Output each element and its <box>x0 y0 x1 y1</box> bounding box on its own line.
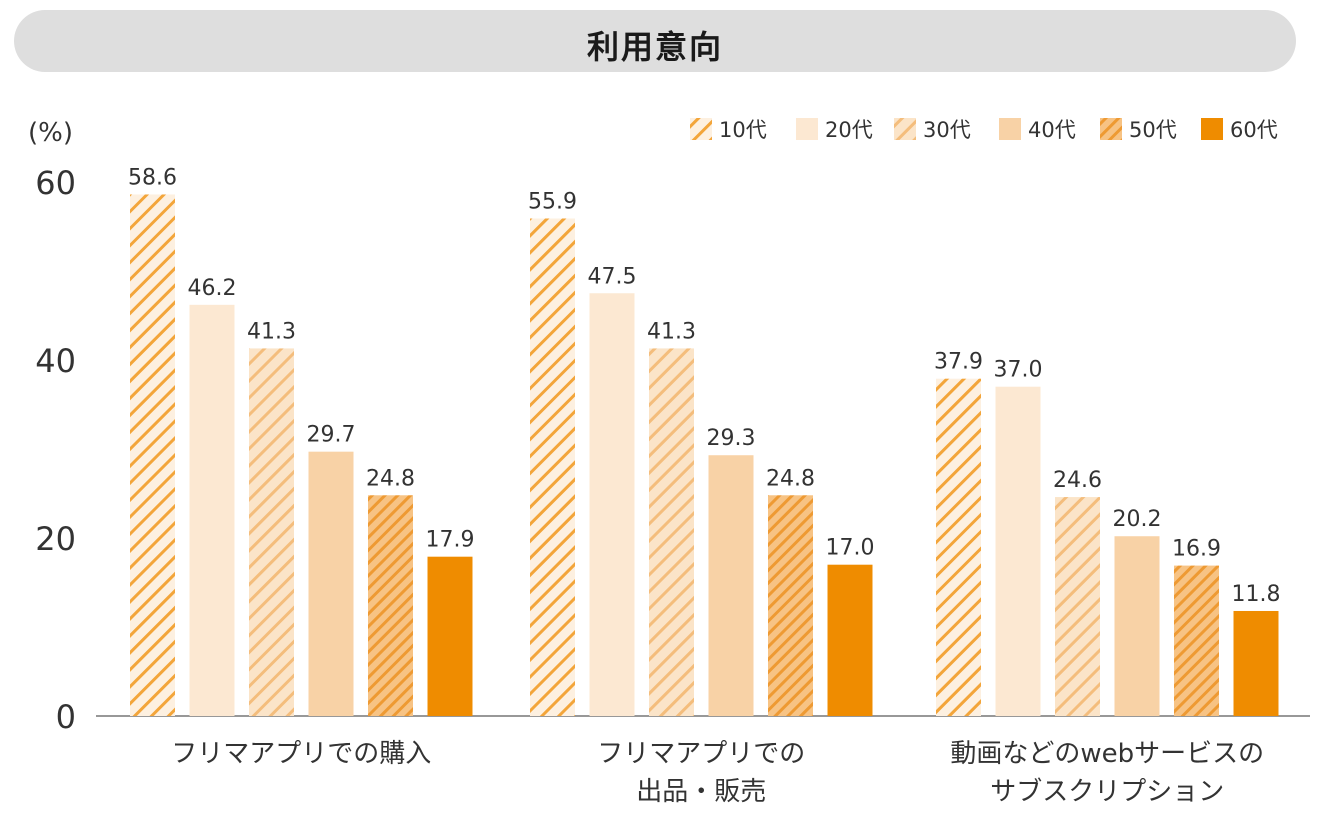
data-label: 58.6 <box>128 165 177 190</box>
legend-swatch <box>999 118 1021 140</box>
bar <box>589 293 635 716</box>
chart-title: 利用意向 <box>586 28 723 66</box>
data-label: 29.7 <box>307 423 356 448</box>
bar <box>189 304 235 716</box>
data-label: 24.8 <box>366 466 415 491</box>
data-label: 55.9 <box>528 189 577 214</box>
legend-label: 10代 <box>719 118 767 142</box>
category-label: フリマアプリでの購入 <box>171 739 431 769</box>
bar <box>368 495 413 716</box>
axis-layer: (%) 0 20 40 60 <box>28 118 1310 736</box>
bar <box>1055 497 1100 716</box>
y-tick-label: 20 <box>35 520 76 558</box>
bar <box>1174 565 1219 716</box>
legend: 10代 20代 30代 40代 50代 60代 <box>690 118 1278 142</box>
bar <box>649 348 694 716</box>
bar <box>249 348 294 716</box>
legend-label: 30代 <box>923 118 971 142</box>
data-label: 24.8 <box>766 466 815 491</box>
category-label: サブスクリプション <box>990 777 1224 807</box>
data-label: 41.3 <box>647 319 696 344</box>
legend-label: 20代 <box>825 118 873 142</box>
legend-swatch <box>1201 118 1223 140</box>
bar <box>1233 610 1279 716</box>
bar <box>427 556 473 716</box>
bars-layer <box>130 194 1279 717</box>
legend-label: 60代 <box>1230 118 1278 142</box>
data-label: 16.9 <box>1172 537 1221 562</box>
value-labels-layer: 58.6 55.9 37.9 46.2 47.5 37.0 41.3 41.3 24.6 29.7… <box>128 165 1280 607</box>
legend-swatch <box>894 118 916 140</box>
data-label: 46.2 <box>188 276 237 301</box>
title-banner: 利用意向 <box>14 10 1296 72</box>
bar <box>995 386 1041 716</box>
y-axis-unit-label: (%) <box>28 118 73 148</box>
data-label: 17.9 <box>426 528 475 553</box>
data-label: 11.8 <box>1232 582 1281 607</box>
data-label: 29.3 <box>707 426 756 451</box>
legend-swatch <box>796 118 818 140</box>
data-label: 37.9 <box>934 350 983 375</box>
legend-label: 40代 <box>1028 118 1076 142</box>
bar <box>936 378 981 716</box>
bar <box>708 455 754 716</box>
legend-swatch <box>1100 118 1122 140</box>
data-label: 17.0 <box>826 536 875 561</box>
y-tick-label: 60 <box>35 164 76 202</box>
data-label: 24.6 <box>1053 468 1102 493</box>
bar <box>308 451 354 716</box>
category-label: 出品・販売 <box>636 777 766 807</box>
bar <box>768 495 813 716</box>
data-label: 41.3 <box>247 319 296 344</box>
category-label: 動画などのwebサービスの <box>950 739 1264 769</box>
bar <box>130 194 175 716</box>
data-label: 47.5 <box>588 264 637 289</box>
data-label: 37.0 <box>994 358 1043 383</box>
legend-label: 50代 <box>1129 118 1177 142</box>
bar <box>827 564 873 716</box>
y-tick-label: 0 <box>56 698 76 736</box>
bar <box>530 218 575 717</box>
legend-swatch <box>690 118 712 140</box>
data-label: 20.2 <box>1113 507 1162 532</box>
category-label: フリマアプリでの <box>597 739 805 769</box>
y-tick-label: 40 <box>35 342 76 380</box>
bar <box>1114 536 1160 716</box>
